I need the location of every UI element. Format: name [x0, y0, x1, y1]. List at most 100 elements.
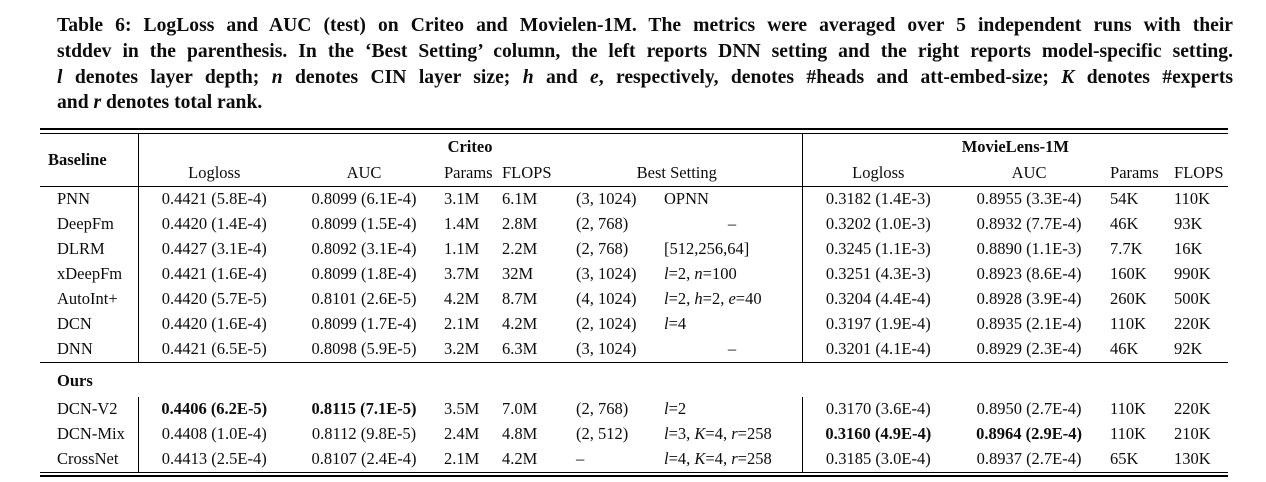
best-setting-model: –: [727, 214, 737, 234]
cell-ml-flops: 110K: [1174, 189, 1211, 209]
cell-criteo-params: 2.4M: [444, 424, 480, 444]
group-label-row: Ours: [40, 361, 1229, 397]
cell-ml-params: 65K: [1110, 449, 1139, 469]
cell-criteo-params: 4.2M: [444, 289, 480, 309]
table-row: CrossNet 0.4413 (2.5E-4) 0.8107 (2.4E-4) 2.…: [40, 446, 1228, 472]
cell-criteo-params: 2.1M: [444, 449, 480, 469]
cell-ml-params: 46K: [1110, 214, 1139, 234]
cell-ml-logloss: 0.3160 (4.9E-4): [801, 421, 955, 447]
cell-criteo-flops: 32M: [502, 264, 534, 284]
table-row: DLRM 0.4427 (3.1E-4) 0.8092 (3.1E-4) 1.1M 2.…: [40, 236, 1228, 262]
cell-ml-auc: 0.8937 (2.7E-4): [976, 449, 1082, 469]
cell-best-setting: (2, 768) –: [552, 212, 802, 237]
cell-criteo-flops: 4.2M: [502, 314, 538, 334]
table-row: PNN 0.4421 (5.8E-4) 0.8099 (6.1E-4) 3.1M 6.1…: [40, 186, 1228, 212]
cell-criteo-auc: 0.8099 (6.1E-4): [311, 189, 417, 209]
header-criteo-group: Criteo: [447, 136, 493, 156]
header-movielens-group: MovieLens-1M: [801, 133, 1229, 160]
cell-best-setting: (4, 1024) l=2, h=2, e=40: [552, 287, 802, 312]
metrics-table: Baseline Criteo MovieLens-1M Logloss AUC…: [40, 133, 1229, 472]
group-label: Ours: [57, 371, 93, 391]
cell-ml-flops: 220K: [1174, 314, 1211, 334]
cell-ml-flops: 130K: [1174, 449, 1211, 469]
cell-ml-logloss: 0.3170 (3.6E-4): [801, 396, 955, 422]
cell-criteo-params: 3.2M: [444, 339, 480, 359]
cell-ml-flops: 500K: [1174, 289, 1211, 309]
cell-ml-flops: 93K: [1174, 214, 1203, 234]
cell-criteo-flops: 2.8M: [502, 214, 538, 234]
cell-best-setting: – l=4, K=4, r=258: [552, 447, 802, 472]
cell-ml-auc: 0.8923 (8.6E-4): [976, 264, 1082, 284]
cell-ml-flops: 210K: [1174, 424, 1211, 444]
best-setting-dnn: (2, 512): [576, 424, 629, 444]
best-setting-model: l=3, K=4, r=258: [664, 424, 772, 444]
cell-criteo-flops: 6.1M: [502, 189, 538, 209]
table-caption: Table 6: LogLoss and AUC (test) on Crite…: [57, 13, 1233, 116]
caption-line: stddev in the parenthesis. In the ‘Best …: [57, 40, 1233, 62]
header-ml-params: Params: [1104, 159, 1169, 187]
header-best-setting: Best Setting: [552, 159, 803, 187]
cell-criteo-flops: 6.3M: [502, 339, 538, 359]
cell-ml-auc: 0.8935 (2.1E-4): [976, 314, 1082, 334]
cell-baseline: xDeepFm: [40, 261, 139, 287]
best-setting-dnn: –: [576, 449, 585, 469]
best-setting-dnn: (3, 1024): [576, 264, 637, 284]
cell-criteo-auc: 0.8092 (3.1E-4): [311, 239, 417, 259]
cell-ml-logloss: 0.3245 (1.1E-3): [801, 236, 955, 262]
cell-criteo-flops: 4.8M: [502, 424, 538, 444]
table-row: DCN-Mix 0.4408 (1.0E-4) 0.8112 (9.8E-5) 2.4…: [40, 421, 1228, 447]
cell-criteo-params: 2.1M: [444, 314, 480, 334]
cell-baseline: DCN: [40, 311, 139, 337]
cell-criteo-params: 1.1M: [444, 239, 480, 259]
best-setting-dnn: (3, 1024): [576, 189, 637, 209]
cell-criteo-auc: 0.8099 (1.5E-4): [311, 214, 417, 234]
best-setting-model: l=4: [664, 314, 687, 334]
cell-criteo-auc: 0.8099 (1.7E-4): [311, 314, 417, 334]
best-setting-dnn: (2, 768): [576, 239, 629, 259]
cell-ml-logloss: 0.3251 (4.3E-3): [801, 261, 955, 287]
caption-line: l denotes layer depth; n denotes CIN lay…: [57, 66, 1234, 88]
header-ml-flops: FLOPS: [1168, 159, 1229, 187]
caption-line: Table 6: LogLoss and AUC (test) on Crite…: [57, 15, 1233, 36]
best-setting-model: l=2: [664, 399, 687, 419]
cell-best-setting: (2, 768) [512,256,64]: [552, 237, 802, 262]
header-baseline: Baseline: [40, 133, 139, 187]
cell-criteo-auc: 0.8115 (7.1E-5): [311, 399, 417, 419]
table-row: DeepFm 0.4420 (1.4E-4) 0.8099 (1.5E-4) 1.4M…: [40, 211, 1228, 237]
cell-criteo-logloss: 0.4406 (6.2E-5): [161, 399, 268, 419]
cell-criteo-params: 3.5M: [444, 399, 480, 419]
cell-criteo-params: 3.7M: [444, 264, 480, 284]
header-criteo-flops: FLOPS: [496, 159, 552, 187]
cell-ml-flops: 92K: [1174, 339, 1203, 359]
cell-best-setting: (3, 1024) l=2, n=100: [552, 262, 802, 287]
best-setting-model: l=2, h=2, e=40: [664, 289, 762, 309]
cell-ml-logloss: 0.3185 (3.0E-4): [801, 446, 955, 472]
cell-criteo-flops: 2.2M: [502, 239, 538, 259]
best-setting-model: OPNN: [664, 189, 709, 209]
cell-ml-auc: 0.8890 (1.1E-3): [976, 239, 1082, 259]
cell-criteo-logloss: 0.4427 (3.1E-4): [161, 239, 267, 259]
header-criteo-logloss: Logloss: [138, 159, 290, 187]
cell-best-setting: (2, 512) l=3, K=4, r=258: [552, 422, 802, 447]
cell-criteo-logloss: 0.4408 (1.0E-4): [161, 424, 267, 444]
cell-criteo-logloss: 0.4421 (6.5E-5): [161, 339, 267, 359]
cell-ml-auc: 0.8964 (2.9E-4): [976, 424, 1082, 444]
table-row: xDeepFm 0.4421 (1.6E-4) 0.8099 (1.8E-4) 3.7…: [40, 261, 1228, 287]
table-row: DCN-V2 0.4406 (6.2E-5) 0.8115 (7.1E-5) 3.5M…: [40, 396, 1228, 422]
cell-criteo-params: 3.1M: [444, 189, 480, 209]
cell-criteo-auc: 0.8101 (2.6E-5): [311, 289, 417, 309]
cell-criteo-flops: 8.7M: [502, 289, 538, 309]
cell-criteo-logloss: 0.4420 (1.6E-4): [161, 314, 267, 334]
header-ml-auc: AUC: [954, 159, 1105, 187]
table-row: DCN 0.4420 (1.6E-4) 0.8099 (1.7E-4) 2.1M 4.2…: [40, 311, 1228, 337]
table-body: PNN 0.4421 (5.8E-4) 0.8099 (6.1E-4) 3.1M 6.1…: [40, 186, 1229, 472]
cell-ml-params: 110K: [1110, 424, 1147, 444]
cell-baseline: PNN: [40, 186, 139, 212]
cell-criteo-auc: 0.8112 (9.8E-5): [311, 424, 417, 444]
bottom-rule: [40, 471, 1228, 477]
cell-criteo-flops: 7.0M: [502, 399, 538, 419]
caption-line: and r denotes total rank.: [57, 92, 263, 114]
best-setting-dnn: (2, 768): [576, 399, 629, 419]
best-setting-model: l=4, K=4, r=258: [664, 449, 772, 469]
best-setting-model: –: [727, 339, 737, 359]
